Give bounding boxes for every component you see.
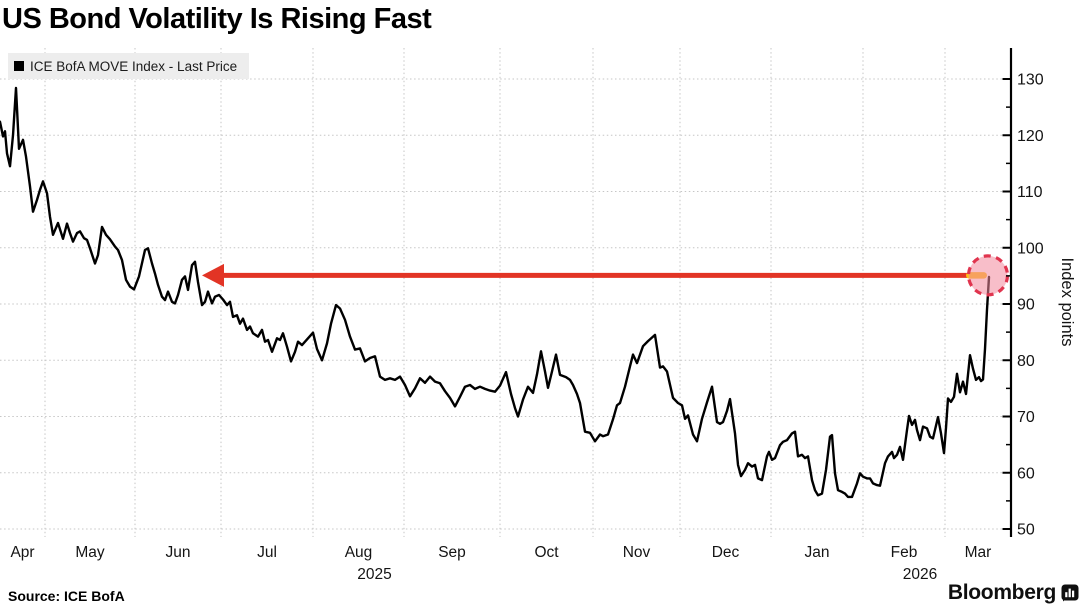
highlight-circle-icon	[966, 254, 1010, 297]
legend-swatch-icon	[14, 61, 24, 71]
x-tick-label: Jul	[257, 544, 277, 561]
y-tick-label: 120	[1017, 128, 1044, 145]
legend: ICE BofA MOVE Index - Last Price	[8, 53, 250, 79]
y-tick-label: 60	[1017, 465, 1035, 482]
x-tick-label: Dec	[712, 544, 740, 561]
annotation-arrow	[202, 263, 981, 287]
y-tick-label: 80	[1017, 353, 1035, 370]
x-axis: Apr May Jun Jul Aug Sep Oct Nov Dec Jan Feb Mar 2025…	[10, 544, 991, 583]
brand-wordmark: Bloomberg	[947, 581, 1056, 604]
arrow-head-icon	[202, 263, 224, 287]
x-tick-label: May	[75, 544, 105, 561]
legend-series-label: ICE BofA MOVE Index - Last Price	[30, 58, 238, 74]
x-tick-label: Apr	[10, 544, 34, 561]
x-tick-label: Jan	[805, 544, 830, 561]
bloomberg-terminal-icon	[1061, 584, 1079, 602]
x-year-label: 2025	[357, 566, 391, 583]
y-tick-label: 70	[1017, 409, 1035, 426]
x-tick-label: Mar	[965, 544, 992, 561]
x-tick-label: Nov	[623, 544, 651, 561]
y-tick-label: 90	[1017, 297, 1035, 314]
move-index-line	[0, 86, 991, 499]
y-tick-label: 130	[1017, 72, 1044, 89]
y-axis: 50 60 70 80 90 100 110 120 130 Index points	[1002, 48, 1076, 539]
page-title: US Bond Volatility Is Rising Fast	[2, 3, 432, 35]
x-tick-label: Oct	[534, 544, 559, 561]
y-tick-label: 110	[1017, 184, 1043, 201]
x-tick-label: Sep	[438, 544, 466, 561]
y-tick-label: 100	[1017, 240, 1044, 257]
source-note: Source: ICE BofA	[8, 588, 125, 604]
x-tick-label: Jun	[166, 544, 191, 561]
x-tick-label: Feb	[891, 544, 918, 561]
gridlines	[0, 48, 1011, 537]
x-tick-label: Aug	[345, 544, 373, 561]
y-axis-title: Index points	[1058, 258, 1076, 347]
brand-logo: Bloomberg	[948, 581, 1079, 605]
x-year-label: 2026	[903, 566, 937, 583]
y-tick-label: 50	[1017, 522, 1035, 539]
